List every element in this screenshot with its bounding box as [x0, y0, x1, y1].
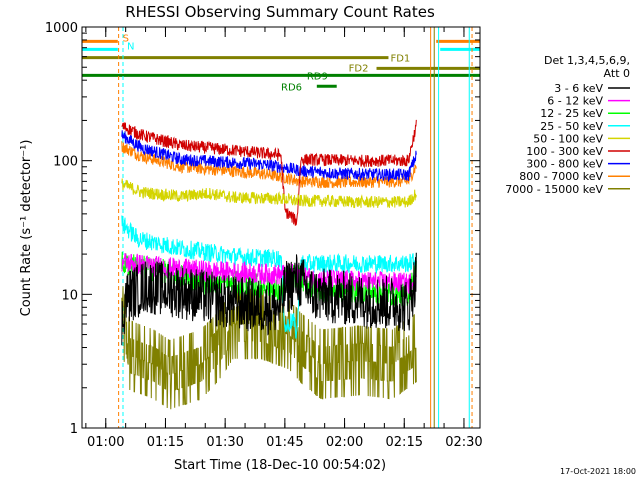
chart-title: RHESSI Observing Summary Count Rates [125, 3, 435, 21]
y-axis-label: Count Rate (s⁻¹ detector⁻¹) [19, 140, 34, 317]
x-tick-label: 01:30 [206, 435, 243, 450]
series-line-25-50keV [121, 215, 417, 339]
x-tick-label: 01:45 [266, 435, 303, 450]
series-line-300-800keV [121, 130, 417, 183]
flag-label-fd1: FD1 [390, 54, 410, 65]
y-tick-label: 100 [53, 155, 78, 170]
y-tick-label: 1000 [45, 21, 78, 36]
y-tick-label: 1 [70, 422, 78, 437]
legend-entry-label: 25 - 50 keV [540, 120, 603, 133]
legend-title: Det 1,3,4,5,6,9, [544, 54, 630, 67]
timestamp-footer: 17-Oct-2021 18:00 [560, 467, 636, 476]
legend-entry-label: 800 - 7000 keV [519, 170, 603, 183]
x-tick-label: 02:30 [445, 435, 482, 450]
legend-entry-label: 300 - 800 keV [526, 158, 603, 171]
data-layer [82, 27, 480, 428]
series-line-50-100keV [121, 178, 417, 209]
flag-label-n: N [127, 41, 134, 52]
flag-label-fd2: FD2 [349, 63, 369, 74]
flag-label-rd6: RD6 [281, 82, 302, 93]
legend-entry-label: 12 - 25 keV [540, 107, 603, 120]
legend-entry-label: 50 - 100 keV [533, 132, 603, 145]
y-tick-label: 10 [61, 288, 78, 303]
plot-frame [81, 26, 481, 429]
legend-entry-label: 6 - 12 keV [547, 95, 603, 108]
legend-entry-label: 7000 - 15000 keV [505, 183, 603, 196]
legend-subtitle: Att 0 [604, 67, 630, 80]
series-line-800-7000keV [121, 141, 417, 189]
x-tick-label: 02:00 [326, 435, 363, 450]
x-tick-label: 01:00 [87, 435, 124, 450]
flag-label-s: S [123, 33, 129, 44]
series-line-100-300keV [121, 119, 417, 226]
x-tick-label: 01:15 [147, 435, 184, 450]
legend-entry-label: 3 - 6 keV [554, 82, 603, 95]
legend-entry-label: 100 - 300 keV [526, 145, 603, 158]
x-tick-label: 02:15 [386, 435, 423, 450]
series-line-3-6keV [121, 252, 417, 346]
series-line-6-12keV [121, 253, 417, 294]
flag-label-rd9: RD9 [307, 71, 328, 82]
x-axis-label: Start Time (18-Dec-10 00:54:02) [174, 458, 386, 473]
